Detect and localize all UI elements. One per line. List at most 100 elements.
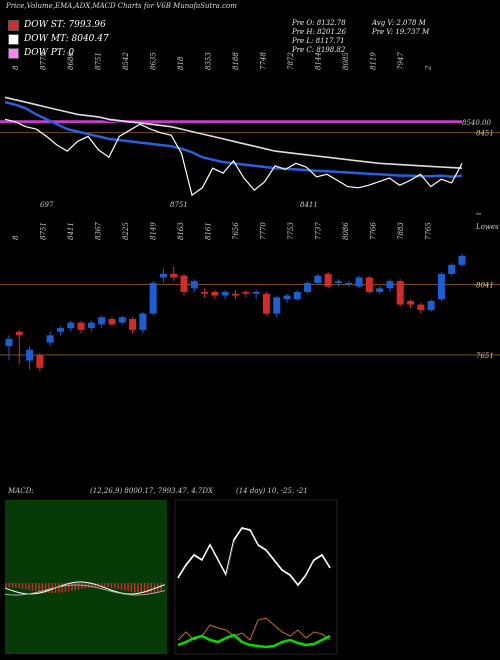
candle-body: [221, 291, 229, 296]
prev-low: Pre L: 8117.71: [292, 37, 345, 45]
candle-top-label: 7883: [397, 222, 405, 240]
candle-body: [304, 282, 312, 292]
ema-top-label: 8686: [67, 52, 75, 70]
candle-top-label: 7765: [425, 222, 433, 240]
candle-body: [36, 355, 44, 368]
candle-top-label: 8163: [177, 222, 185, 240]
ema-price-label: 8540.00: [462, 119, 491, 127]
candle-body: [355, 277, 363, 287]
candle-body: [26, 349, 34, 361]
ema-top-label: 8144: [315, 52, 323, 70]
macd-signal-line: [4, 584, 166, 596]
avg-volume: Avg V: 2.078 M: [372, 19, 426, 27]
ema-top-label: 7872: [287, 52, 295, 70]
legend-label-st: DOW ST: 7993.96: [24, 20, 106, 30]
adx-green-line: [177, 633, 331, 649]
candle-body: [180, 275, 188, 292]
candle-body: [139, 313, 147, 330]
candle-body: [283, 295, 291, 300]
candle-body: [458, 255, 466, 265]
adx-values: (14 day) 10, -25, -21: [236, 487, 308, 495]
legend-dow-pt: DOW PT: 0: [8, 47, 74, 59]
prev-close: Pre C: 8198.82: [292, 46, 346, 54]
candlestick-chart: 8 8751 8411 8367 8225 8149 8163 8161 7656 7770 775…: [0, 222, 500, 372]
candle-guide-upper-label: 8041: [476, 282, 494, 290]
candle-top-label: 7766: [370, 222, 378, 240]
candle-body: [365, 277, 373, 292]
ema-white-inner: [4, 98, 463, 171]
candle-body: [190, 281, 198, 289]
candle-body: [448, 264, 456, 274]
candle-body: [262, 293, 270, 314]
adx-orange-line: [177, 617, 331, 641]
candle-top-label: 7753: [287, 222, 295, 240]
candle-body: [159, 273, 167, 278]
ema-bottom-label: 697: [40, 201, 54, 209]
macd-background: [5, 500, 167, 654]
candle-body: [427, 300, 435, 310]
candle-body: [118, 317, 126, 323]
legend-swatch-mt: [8, 33, 19, 45]
candle-body: [386, 281, 394, 289]
candle-axis-label: Lowes: [475, 223, 499, 231]
ema-chart: 8 8779 8686 8751 8542 8635 818 8353 8188 7748 7872…: [0, 52, 500, 215]
candle-body: [129, 319, 137, 330]
ema-top-label: 8635: [150, 52, 158, 70]
legend-swatch-st: [8, 19, 19, 31]
ema-guide-label: 8451: [476, 130, 494, 138]
volume-values: Avg V: 2.078 M Pre V: 19.737 M: [372, 19, 429, 37]
ema-top-label: 8542: [122, 52, 130, 70]
candle-top-label: 8086: [342, 222, 350, 240]
candle-body: [15, 331, 23, 336]
macd-line: [4, 581, 166, 595]
ema-top-label: 8751: [95, 52, 103, 70]
macd-label: MACD:: [7, 487, 34, 495]
chart-title: Price,Volume,EMA,ADX,MACD Charts for V6B…: [6, 2, 237, 10]
candle-body: [273, 297, 281, 314]
legend-dow-st: DOW ST: 7993.96: [8, 19, 106, 31]
ema-top-label: 818: [177, 56, 185, 70]
legend-label-mt: DOW MT: 8040.47: [24, 34, 109, 44]
candle-guide-lower-label: 7651: [476, 352, 494, 360]
candle-body: [87, 322, 95, 329]
candle-body: [232, 293, 239, 296]
candle-body: [170, 273, 178, 278]
candle-body: [77, 322, 85, 330]
legend-swatch-pt: [8, 47, 19, 59]
candle-body: [345, 282, 353, 285]
ema-top-label: 8779: [40, 52, 48, 70]
ema-top-label: 8353: [205, 52, 213, 70]
prev-values: Pre O: 8132.78 Pre H: 8201.26 Pre L: 811…: [292, 19, 346, 55]
candle-body: [46, 335, 54, 343]
candle-body: [201, 291, 209, 294]
ema-white-line: [4, 96, 463, 169]
candle-body: [242, 291, 250, 294]
adx-white-inner: [177, 529, 331, 588]
candle-top-label: 8411: [67, 222, 75, 240]
candle-top-label: 8161: [205, 222, 213, 240]
ema-bottom-label: 8411: [300, 201, 318, 209]
ema-axis-label: Topo: [476, 213, 493, 215]
candle-body: [98, 317, 106, 325]
ema-top-label: 2: [425, 65, 433, 71]
candle-body: [108, 319, 116, 325]
candle-body: [149, 282, 157, 314]
candle-top-label: 8225: [122, 222, 130, 240]
ema-top-label: 8119: [370, 52, 378, 70]
candle-top-label: 7770: [260, 222, 268, 240]
close-line: [4, 118, 463, 197]
candle-top-label: 8367: [95, 222, 103, 240]
candle-top-label: 8: [12, 235, 20, 240]
candle-top-label: 7656: [232, 222, 240, 240]
ema-top-label: 7947: [397, 52, 405, 70]
candle-top-label: 8149: [150, 222, 158, 240]
prev-high: Pre H: 8201.26: [292, 28, 347, 36]
candle-body: [252, 291, 260, 294]
ema-top-label: 8085: [342, 52, 350, 70]
ema-blue-line: [4, 100, 463, 179]
candle-body: [293, 291, 301, 300]
macd-values: (12,26,9) 8000.17, 7993.47, 4.7DX: [90, 487, 214, 495]
candle-body: [376, 288, 384, 292]
